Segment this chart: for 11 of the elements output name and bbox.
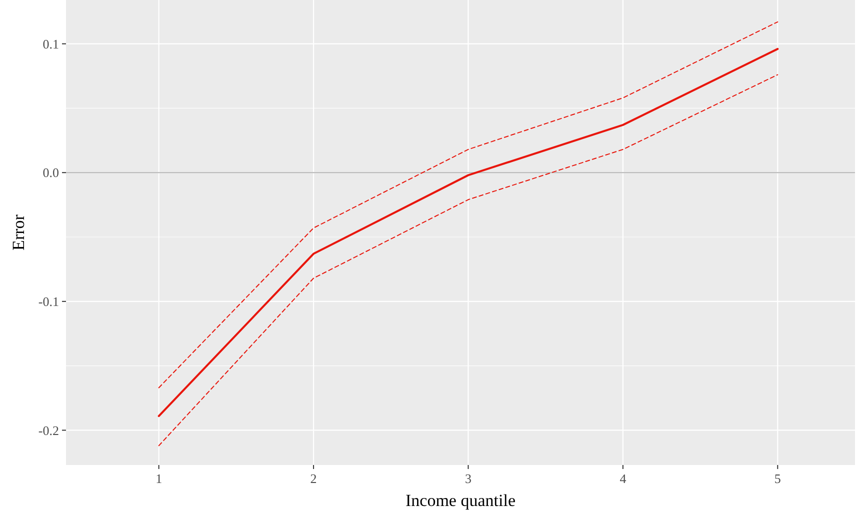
y-tick-label: 0.1 <box>42 36 59 52</box>
x-tick-label: 4 <box>620 471 627 486</box>
y-tick-label: -0.1 <box>38 294 59 309</box>
x-tick-label: 5 <box>774 471 781 486</box>
y-tick-label: 0.0 <box>42 165 59 180</box>
x-tick-label: 1 <box>156 471 162 486</box>
x-axis-title: Income quantile <box>406 491 516 510</box>
x-tick-label: 2 <box>310 471 317 486</box>
y-axis-title: Error <box>9 214 28 250</box>
x-tick-label: 3 <box>464 471 472 486</box>
y-tick-label: -0.2 <box>38 422 59 438</box>
